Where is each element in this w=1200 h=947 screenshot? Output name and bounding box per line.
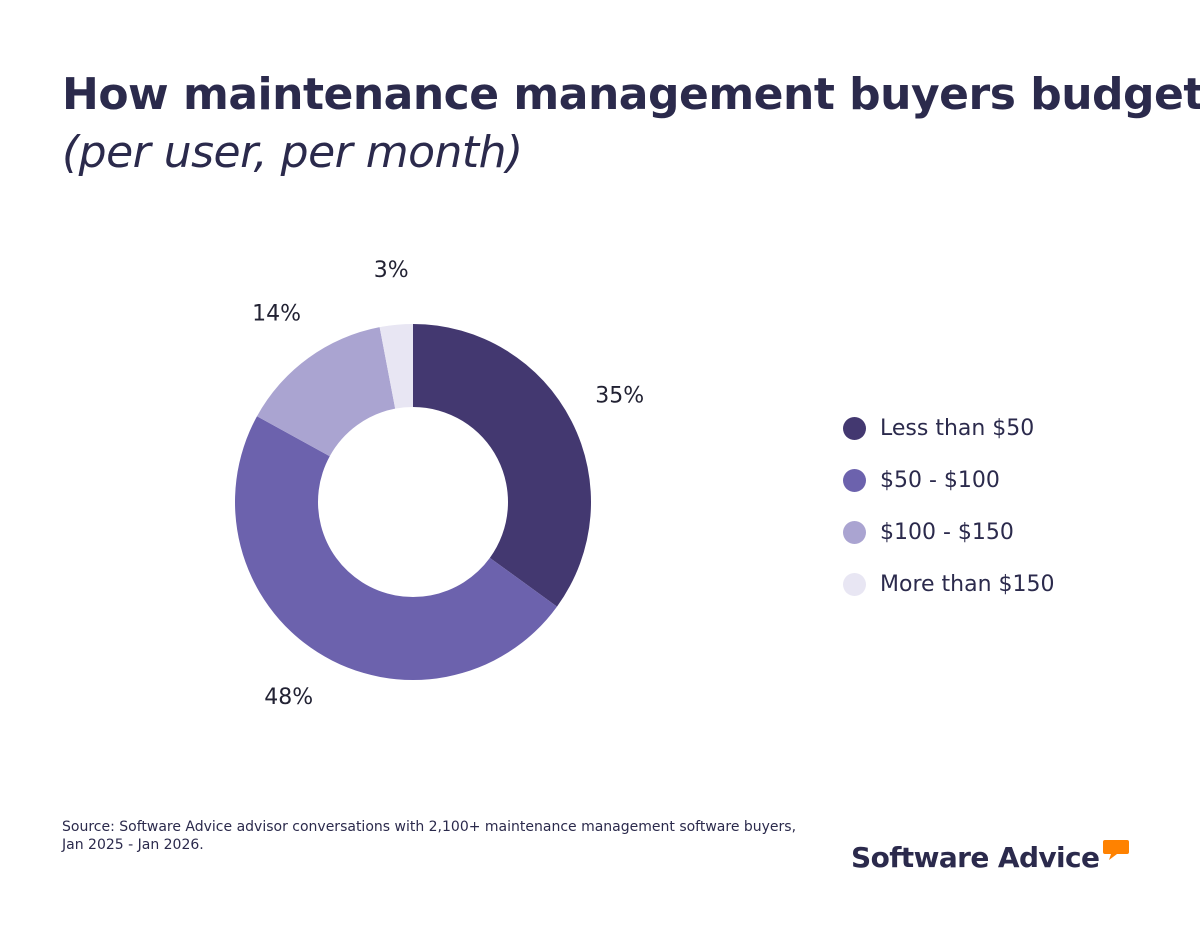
legend-item-less-than-50: Less than $50 [843,409,1055,447]
donut-slice-100-150 [257,327,396,457]
legend-item-50-to-100: $50 - $100 [843,461,1055,499]
donut-slice-50-100 [234,416,558,681]
legend-swatch [843,416,866,440]
slice-label-50-100: 48% [264,685,313,710]
legend-label: $50 - $100 [880,467,1000,493]
chart-title: How maintenance management buyers budget [62,69,1200,120]
legend-label: $100 - $150 [880,519,1014,545]
slice-label-100-150: 14% [252,301,301,326]
chart-legend: Less than $50 $50 - $100 $100 - $150 Mor… [843,409,1055,617]
legend-swatch [843,572,866,596]
donut-slice-less-than-50 [413,324,591,607]
donut-labels: 35% 48% 14% 3% [252,258,644,710]
legend-item-more-than-150: More than $150 [843,565,1055,603]
legend-swatch [843,468,866,492]
legend-label: Less than $50 [880,415,1035,441]
speech-bubble-icon [1103,840,1130,860]
donut-slices [234,324,591,681]
legend-label: More than $150 [880,571,1055,597]
brand-name: Software Advice [851,841,1100,874]
slice-label-more-than-150: 3% [374,258,409,283]
legend-swatch [843,520,866,544]
brand-logo: Software Advice [851,838,1130,878]
slice-label-less-than-50: 35% [595,384,644,409]
legend-item-100-to-150: $100 - $150 [843,513,1055,551]
source-note: Source: Software Advice advisor conversa… [62,819,797,853]
chart-subtitle: (per user, per month) [62,127,523,178]
donut-slice-more-than-150 [379,324,413,409]
